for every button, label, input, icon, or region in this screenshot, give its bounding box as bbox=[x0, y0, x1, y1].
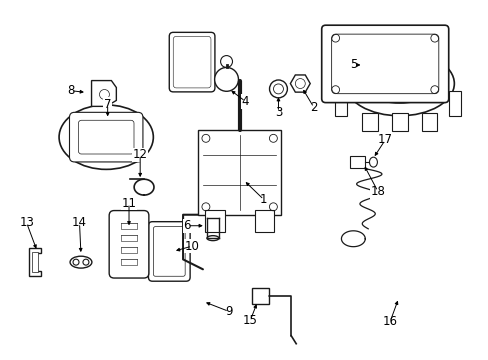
Text: 15: 15 bbox=[243, 314, 257, 327]
Ellipse shape bbox=[369, 157, 377, 167]
Ellipse shape bbox=[345, 51, 453, 116]
Text: 16: 16 bbox=[382, 315, 397, 328]
Bar bbox=[391, 113, 407, 131]
Circle shape bbox=[214, 67, 238, 91]
Bar bbox=[204, 210, 224, 231]
Text: 13: 13 bbox=[19, 216, 34, 229]
Text: 18: 18 bbox=[370, 185, 385, 198]
Text: 1: 1 bbox=[260, 193, 267, 206]
Bar bbox=[254, 210, 274, 231]
Text: 6: 6 bbox=[183, 219, 191, 232]
Text: 3: 3 bbox=[274, 105, 282, 119]
Text: 11: 11 bbox=[121, 197, 136, 210]
Polygon shape bbox=[91, 81, 116, 106]
Text: 17: 17 bbox=[377, 134, 392, 147]
Text: 4: 4 bbox=[241, 95, 249, 108]
Text: 14: 14 bbox=[72, 216, 87, 229]
Text: 9: 9 bbox=[225, 305, 232, 318]
Polygon shape bbox=[32, 252, 38, 272]
FancyBboxPatch shape bbox=[321, 25, 448, 103]
Text: 10: 10 bbox=[184, 240, 199, 253]
FancyBboxPatch shape bbox=[148, 222, 190, 281]
Bar bbox=[198, 130, 281, 215]
Ellipse shape bbox=[273, 84, 283, 94]
FancyBboxPatch shape bbox=[169, 32, 215, 92]
Bar bbox=[251, 288, 269, 304]
Ellipse shape bbox=[70, 256, 92, 268]
Text: 8: 8 bbox=[67, 84, 74, 97]
Text: 7: 7 bbox=[104, 98, 111, 111]
Bar bbox=[335, 91, 346, 116]
Polygon shape bbox=[29, 248, 41, 276]
Bar bbox=[448, 91, 460, 116]
Bar bbox=[421, 113, 437, 131]
Ellipse shape bbox=[269, 80, 287, 98]
Text: 12: 12 bbox=[132, 148, 147, 162]
FancyBboxPatch shape bbox=[78, 120, 134, 154]
Bar bbox=[349, 156, 365, 168]
Text: 5: 5 bbox=[350, 58, 357, 72]
Ellipse shape bbox=[59, 105, 153, 170]
Bar bbox=[361, 113, 377, 131]
Polygon shape bbox=[290, 75, 309, 92]
FancyBboxPatch shape bbox=[109, 211, 148, 278]
Text: 2: 2 bbox=[309, 101, 317, 114]
FancyBboxPatch shape bbox=[69, 112, 142, 162]
